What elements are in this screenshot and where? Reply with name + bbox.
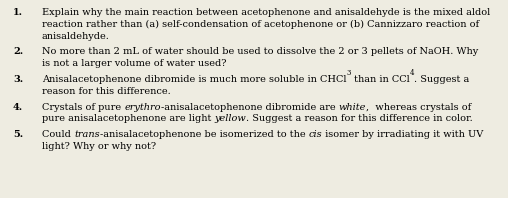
Text: -anisalacetophenone dibromide are: -anisalacetophenone dibromide are: [161, 103, 338, 112]
Text: ,  whereas crystals of: , whereas crystals of: [366, 103, 471, 112]
Text: than in CCl: than in CCl: [351, 75, 409, 84]
Text: 2.: 2.: [13, 47, 23, 56]
Text: cis: cis: [308, 130, 322, 139]
Text: anisaldehyde.: anisaldehyde.: [42, 32, 110, 41]
Text: white: white: [338, 103, 366, 112]
Text: 3: 3: [346, 69, 351, 77]
Text: yellow: yellow: [214, 114, 246, 123]
Text: trans: trans: [74, 130, 100, 139]
Text: 3.: 3.: [13, 75, 23, 84]
Text: -anisalacetophenone be isomerized to the: -anisalacetophenone be isomerized to the: [100, 130, 308, 139]
Text: reason for this difference.: reason for this difference.: [42, 87, 171, 96]
Text: 5.: 5.: [13, 130, 23, 139]
Text: . Suggest a: . Suggest a: [414, 75, 469, 84]
Text: Crystals of pure: Crystals of pure: [42, 103, 124, 112]
Text: 4: 4: [409, 69, 414, 77]
Text: pure anisalacetophenone are light: pure anisalacetophenone are light: [42, 114, 214, 123]
Text: No more than 2 mL of water should be used to dissolve the 2 or 3 pellets of NaOH: No more than 2 mL of water should be use…: [42, 47, 478, 56]
Text: . Suggest a reason for this difference in color.: . Suggest a reason for this difference i…: [246, 114, 473, 123]
Text: Could: Could: [42, 130, 74, 139]
Text: is not a larger volume of water used?: is not a larger volume of water used?: [42, 59, 227, 68]
Text: Anisalacetophenone dibromide is much more soluble in CHCl: Anisalacetophenone dibromide is much mor…: [42, 75, 346, 84]
Text: 4.: 4.: [13, 103, 23, 112]
Text: isomer by irradiating it with UV: isomer by irradiating it with UV: [322, 130, 483, 139]
Text: light? Why or why not?: light? Why or why not?: [42, 142, 156, 151]
Text: 1.: 1.: [13, 8, 23, 17]
Text: reaction rather than (a) self-condensation of acetophenone or (b) Cannizzaro rea: reaction rather than (a) self-condensati…: [42, 20, 479, 29]
Text: Explain why the main reaction between acetophenone and anisaldehyde is the mixed: Explain why the main reaction between ac…: [42, 8, 490, 17]
Text: erythro: erythro: [124, 103, 161, 112]
